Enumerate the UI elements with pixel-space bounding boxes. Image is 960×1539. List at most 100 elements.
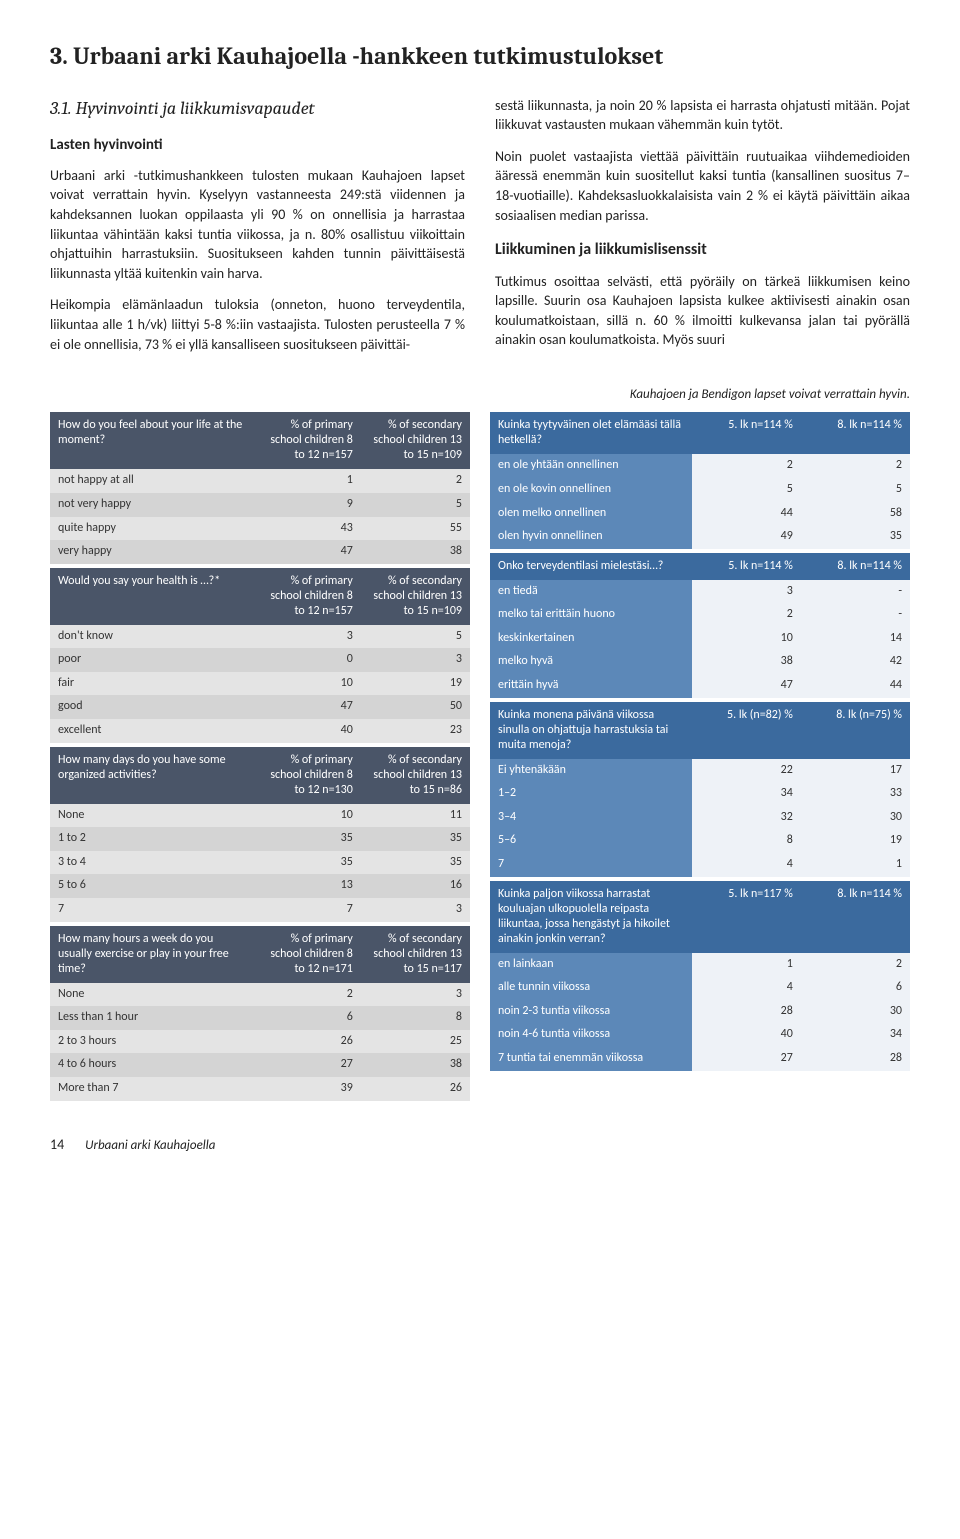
table-cell: 40 xyxy=(692,1023,801,1047)
table-header: % of secondary school children 13 to 15 … xyxy=(361,926,470,983)
table-cell: 38 xyxy=(692,650,801,674)
table-cell: 23 xyxy=(361,719,470,743)
table-cell: 3 xyxy=(252,625,361,649)
table-cell: Ei yhtenäkään xyxy=(490,759,692,783)
table-cell: 3 xyxy=(692,580,801,604)
table-header: 5. lk n=114 % xyxy=(692,412,801,454)
table-cell: 2 xyxy=(692,603,801,627)
table-cell: poor xyxy=(50,648,252,672)
table-cell: 1 xyxy=(801,853,910,877)
table-cell: 2 to 3 hours xyxy=(50,1030,252,1054)
table-header: Would you say your health is …?* xyxy=(50,568,252,625)
table-cell: quite happy xyxy=(50,517,252,541)
table-cell: 35 xyxy=(361,827,470,851)
table-cell: olen melko onnellinen xyxy=(490,502,692,526)
table-header: Onko terveydentilasi mielestäsi…? xyxy=(490,553,692,580)
table-header: 8. lk n=114 % xyxy=(801,553,910,580)
table-cell: 2 xyxy=(252,983,361,1007)
body-columns: 3.1. Hyvinvointi ja liikkumisvapaudet La… xyxy=(50,96,910,367)
table-cell: not happy at all xyxy=(50,469,252,493)
section-number: 3.1. Hyvinvointi ja liikkumisvapaudet xyxy=(50,96,465,121)
table-cell: 11 xyxy=(361,804,470,828)
data-table: Kuinka paljon viikossa harrastat kouluaj… xyxy=(490,881,910,1071)
table-header: % of secondary school children 13 to 15 … xyxy=(361,747,470,804)
table-cell: melko tai erittäin huono xyxy=(490,603,692,627)
table-cell: 38 xyxy=(361,1053,470,1077)
table-cell: 42 xyxy=(801,650,910,674)
table-cell: 25 xyxy=(361,1030,470,1054)
data-table: Kuinka tyytyväinen olet elämääsi tällä h… xyxy=(490,412,910,548)
table-cell: 26 xyxy=(252,1030,361,1054)
table-cell: 2 xyxy=(801,953,910,977)
table-cell: 4 xyxy=(692,853,801,877)
table-cell: 1 to 2 xyxy=(50,827,252,851)
table-cell: 22 xyxy=(692,759,801,783)
body-paragraph: Noin puolet vastaajista viettää päivittä… xyxy=(495,147,910,225)
data-table: How do you feel about your life at the m… xyxy=(50,412,470,563)
table-cell: 19 xyxy=(801,829,910,853)
table-cell: 33 xyxy=(801,782,910,806)
table-cell: 14 xyxy=(801,627,910,651)
data-table: Would you say your health is …?*% of pri… xyxy=(50,568,470,743)
table-cell: 17 xyxy=(801,759,910,783)
table-cell: 47 xyxy=(692,674,801,698)
table-cell: 6 xyxy=(252,1006,361,1030)
table-cell: 3 xyxy=(361,983,470,1007)
table-cell: 35 xyxy=(361,851,470,875)
table-cell: 39 xyxy=(252,1077,361,1101)
table-cell: 1 xyxy=(252,469,361,493)
table-cell: 7 xyxy=(490,853,692,877)
table-header: Kuinka monena päivänä viikossa sinulla o… xyxy=(490,702,692,759)
tables-container: How do you feel about your life at the m… xyxy=(50,412,910,1104)
table-cell: en ole yhtään onnellinen xyxy=(490,454,692,478)
table-cell: 35 xyxy=(252,851,361,875)
table-cell: 44 xyxy=(801,674,910,698)
table-cell: 50 xyxy=(361,695,470,719)
left-column: 3.1. Hyvinvointi ja liikkumisvapaudet La… xyxy=(50,96,465,367)
table-cell: 3 xyxy=(361,898,470,922)
table-cell: en ole kovin onnellinen xyxy=(490,478,692,502)
table-header: Kuinka paljon viikossa harrastat kouluaj… xyxy=(490,881,692,953)
table-cell: 3 to 4 xyxy=(50,851,252,875)
table-cell: en lainkaan xyxy=(490,953,692,977)
table-cell: 38 xyxy=(361,540,470,564)
table-cell: 0 xyxy=(252,648,361,672)
table-cell: 19 xyxy=(361,672,470,696)
table-header: 5. lk (n=82) % xyxy=(692,702,801,759)
table-cell: noin 4-6 tuntia viikossa xyxy=(490,1023,692,1047)
table-cell: 55 xyxy=(361,517,470,541)
table-caption: Kauhajoen ja Bendigon lapset voivat verr… xyxy=(50,386,910,404)
table-cell: 10 xyxy=(692,627,801,651)
table-cell: not very happy xyxy=(50,493,252,517)
data-table: Kuinka monena päivänä viikossa sinulla o… xyxy=(490,702,910,877)
table-cell: erittäin hyvä xyxy=(490,674,692,698)
subheading: Lasten hyvinvointi xyxy=(50,135,465,156)
table-cell: None xyxy=(50,983,252,1007)
table-cell: en tiedä xyxy=(490,580,692,604)
table-cell: 5 to 6 xyxy=(50,874,252,898)
table-cell: Less than 1 hour xyxy=(50,1006,252,1030)
table-cell: - xyxy=(801,603,910,627)
body-paragraph: sestä liikunnasta, ja noin 20 % lapsista… xyxy=(495,96,910,135)
table-header: How many days do you have some organized… xyxy=(50,747,252,804)
table-header: 8. lk n=114 % xyxy=(801,881,910,953)
table-cell: 1 xyxy=(692,953,801,977)
table-cell: alle tunnin viikossa xyxy=(490,976,692,1000)
page-title: 3. Urbaani arki Kauhajoella -hankkeen tu… xyxy=(50,40,910,74)
table-cell: 3 xyxy=(361,648,470,672)
table-cell: 10 xyxy=(252,672,361,696)
data-table: How many days do you have some organized… xyxy=(50,747,470,922)
table-cell: 16 xyxy=(361,874,470,898)
table-cell: 5–6 xyxy=(490,829,692,853)
table-cell: 3–4 xyxy=(490,806,692,830)
table-cell: noin 2-3 tuntia viikossa xyxy=(490,1000,692,1024)
table-cell: keskinkertainen xyxy=(490,627,692,651)
table-cell: fair xyxy=(50,672,252,696)
table-cell: good xyxy=(50,695,252,719)
table-cell: 8 xyxy=(692,829,801,853)
left-tables: How do you feel about your life at the m… xyxy=(50,412,470,1104)
table-cell: don't know xyxy=(50,625,252,649)
table-cell: 13 xyxy=(252,874,361,898)
table-header: % of primary school children 8 to 12 n=1… xyxy=(252,747,361,804)
table-header: % of primary school children 8 to 12 n=1… xyxy=(252,926,361,983)
